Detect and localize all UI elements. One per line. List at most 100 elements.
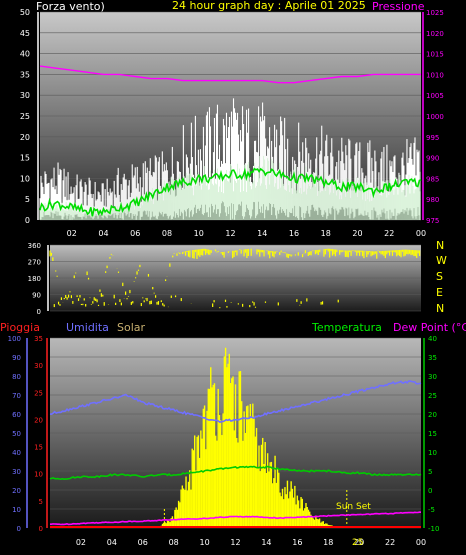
- climate-x-tick-label: 18: [323, 538, 333, 547]
- humidity-tick-label: 30: [12, 468, 21, 476]
- solar-label: Solar: [117, 321, 146, 334]
- sunset-label: Sun Set: [336, 502, 371, 512]
- wind-x-tick-label: 02: [67, 229, 77, 238]
- pressure-tick-label: 990: [426, 155, 439, 163]
- dewpoint-line: [50, 511, 422, 526]
- pressure-tick-label: 995: [426, 134, 439, 142]
- pressure-tick-label: 1025: [426, 9, 444, 17]
- pressure-line: [39, 65, 421, 84]
- pressure-tick-label: 975: [426, 217, 439, 225]
- temperature-tick-label: 5: [428, 468, 432, 476]
- compass-letter-n-bottom: N: [436, 302, 444, 315]
- wind-tick-label: 25: [20, 112, 30, 121]
- rain-tick-label: 5: [39, 498, 43, 506]
- wind-x-tick-label: 10: [194, 229, 204, 238]
- dewpoint-label: Dew Point (°C): [393, 321, 466, 334]
- temperature-tick-label: 0: [428, 487, 432, 495]
- rain-tick-label: 0: [39, 525, 43, 533]
- pressure-tick-label: 1015: [426, 51, 444, 59]
- wind-tick-label: 50: [20, 8, 30, 17]
- wind-x-tick-label: 12: [225, 229, 235, 238]
- climate-x-tick-label: 22: [385, 538, 395, 547]
- wind-x-tick-label: 18: [321, 229, 331, 238]
- climate-x-tick-label: 00: [416, 538, 426, 547]
- humidity-tick-label: 50: [12, 430, 21, 438]
- wind-x-tick-label: 06: [130, 229, 140, 238]
- rain-label: Pioggia: [0, 321, 40, 334]
- pressure-tick-label: 980: [426, 196, 439, 204]
- temperature-tick-label: 40: [428, 335, 437, 343]
- pressure-axis-label: Pressione: [372, 0, 425, 13]
- pressure-tick-label: 1005: [426, 92, 444, 100]
- pressure-tick-label: 1010: [426, 71, 444, 79]
- temperature-tick-label: 30: [428, 373, 437, 381]
- humidity-tick-label: 20: [12, 487, 21, 495]
- rain-tick-label: 15: [34, 444, 43, 452]
- humidity-line: [49, 380, 422, 424]
- wind-x-tick-label: 14: [257, 229, 267, 238]
- pressure-tick-label: 1000: [426, 113, 444, 121]
- temperature-line: [49, 465, 422, 481]
- humidity-tick-label: 100: [8, 335, 21, 343]
- wind-x-tick-label: 08: [162, 229, 172, 238]
- wind-x-tick-label: 22: [384, 229, 394, 238]
- humidity-label: Umidita: [66, 321, 109, 334]
- climate-x-tick-label: 14: [261, 538, 271, 547]
- rain-tick-label: 20: [34, 416, 43, 424]
- wind-tick-label: 0: [25, 216, 30, 225]
- rain-tick-label: 25: [34, 389, 43, 397]
- humidity-tick-label: 40: [12, 449, 21, 457]
- climate-x-tick-label: 16: [292, 538, 302, 547]
- rain-tick-label: 30: [34, 362, 43, 370]
- humidity-tick-label: 70: [12, 392, 21, 400]
- humidity-tick-label: 80: [12, 373, 21, 381]
- pressure-tick-label: 985: [426, 175, 439, 183]
- compass-letter-e: E: [436, 286, 443, 299]
- humidity-tick-label: 0: [17, 525, 21, 533]
- temperature-tick-label: 10: [428, 449, 437, 457]
- temperature-tick-label: -5: [428, 506, 435, 514]
- wind-axis-label: Forza vento): [36, 0, 105, 13]
- chart-title: 24 hour graph day : Aprile 01 2025: [172, 0, 366, 12]
- humidity-tick-label: 10: [12, 506, 21, 514]
- climate-x-tick-label: 06: [138, 538, 148, 547]
- temperature-tick-label: 25: [428, 392, 437, 400]
- direction-tick-label: 90: [32, 292, 41, 300]
- wind-x-tick-label: 20: [352, 229, 362, 238]
- climate-x-tick-label: 12: [230, 538, 240, 547]
- temperature-tick-label: 35: [428, 354, 437, 362]
- wind-x-tick-label: 04: [98, 229, 108, 238]
- climate-x-tick-label: 20: [354, 538, 364, 547]
- wind-x-tick-label: 00: [416, 229, 426, 238]
- climate-x-tick-label: 04: [107, 538, 117, 547]
- rain-tick-label: 35: [34, 335, 43, 343]
- rain-tick-label: 10: [34, 471, 43, 479]
- compass-letter-n-top: N: [436, 239, 444, 252]
- humidity-tick-label: 60: [12, 411, 21, 419]
- climate-x-tick-label: 02: [76, 538, 86, 547]
- direction-tick-label: 270: [28, 259, 41, 267]
- climate-x-tick-label: 08: [169, 538, 179, 547]
- compass-letter-s: S: [436, 270, 443, 283]
- wind-tick-label: 5: [25, 195, 30, 204]
- pressure-tick-label: 1020: [426, 30, 444, 38]
- temperature-label: Temperatura: [311, 321, 382, 334]
- wind-tick-label: 45: [20, 29, 30, 38]
- temperature-tick-label: 15: [428, 430, 437, 438]
- wind-tick-label: 35: [20, 70, 30, 79]
- wind-tick-label: 15: [20, 154, 30, 163]
- temperature-tick-label: -10: [428, 525, 439, 533]
- humidity-tick-label: 90: [12, 354, 21, 362]
- direction-tick-label: 0: [37, 308, 41, 316]
- wind-tick-label: 40: [20, 50, 30, 59]
- wind-x-tick-label: 16: [289, 229, 299, 238]
- wind-avg-line: [39, 167, 422, 217]
- wind-tick-label: 30: [20, 91, 30, 100]
- wind-tick-label: 20: [20, 133, 30, 142]
- wind-tick-label: 10: [20, 174, 30, 183]
- compass-letter-w: W: [436, 254, 447, 267]
- temperature-tick-label: 20: [428, 411, 437, 419]
- direction-tick-label: 360: [28, 242, 41, 250]
- sunset-hour-label: 25: [352, 538, 363, 548]
